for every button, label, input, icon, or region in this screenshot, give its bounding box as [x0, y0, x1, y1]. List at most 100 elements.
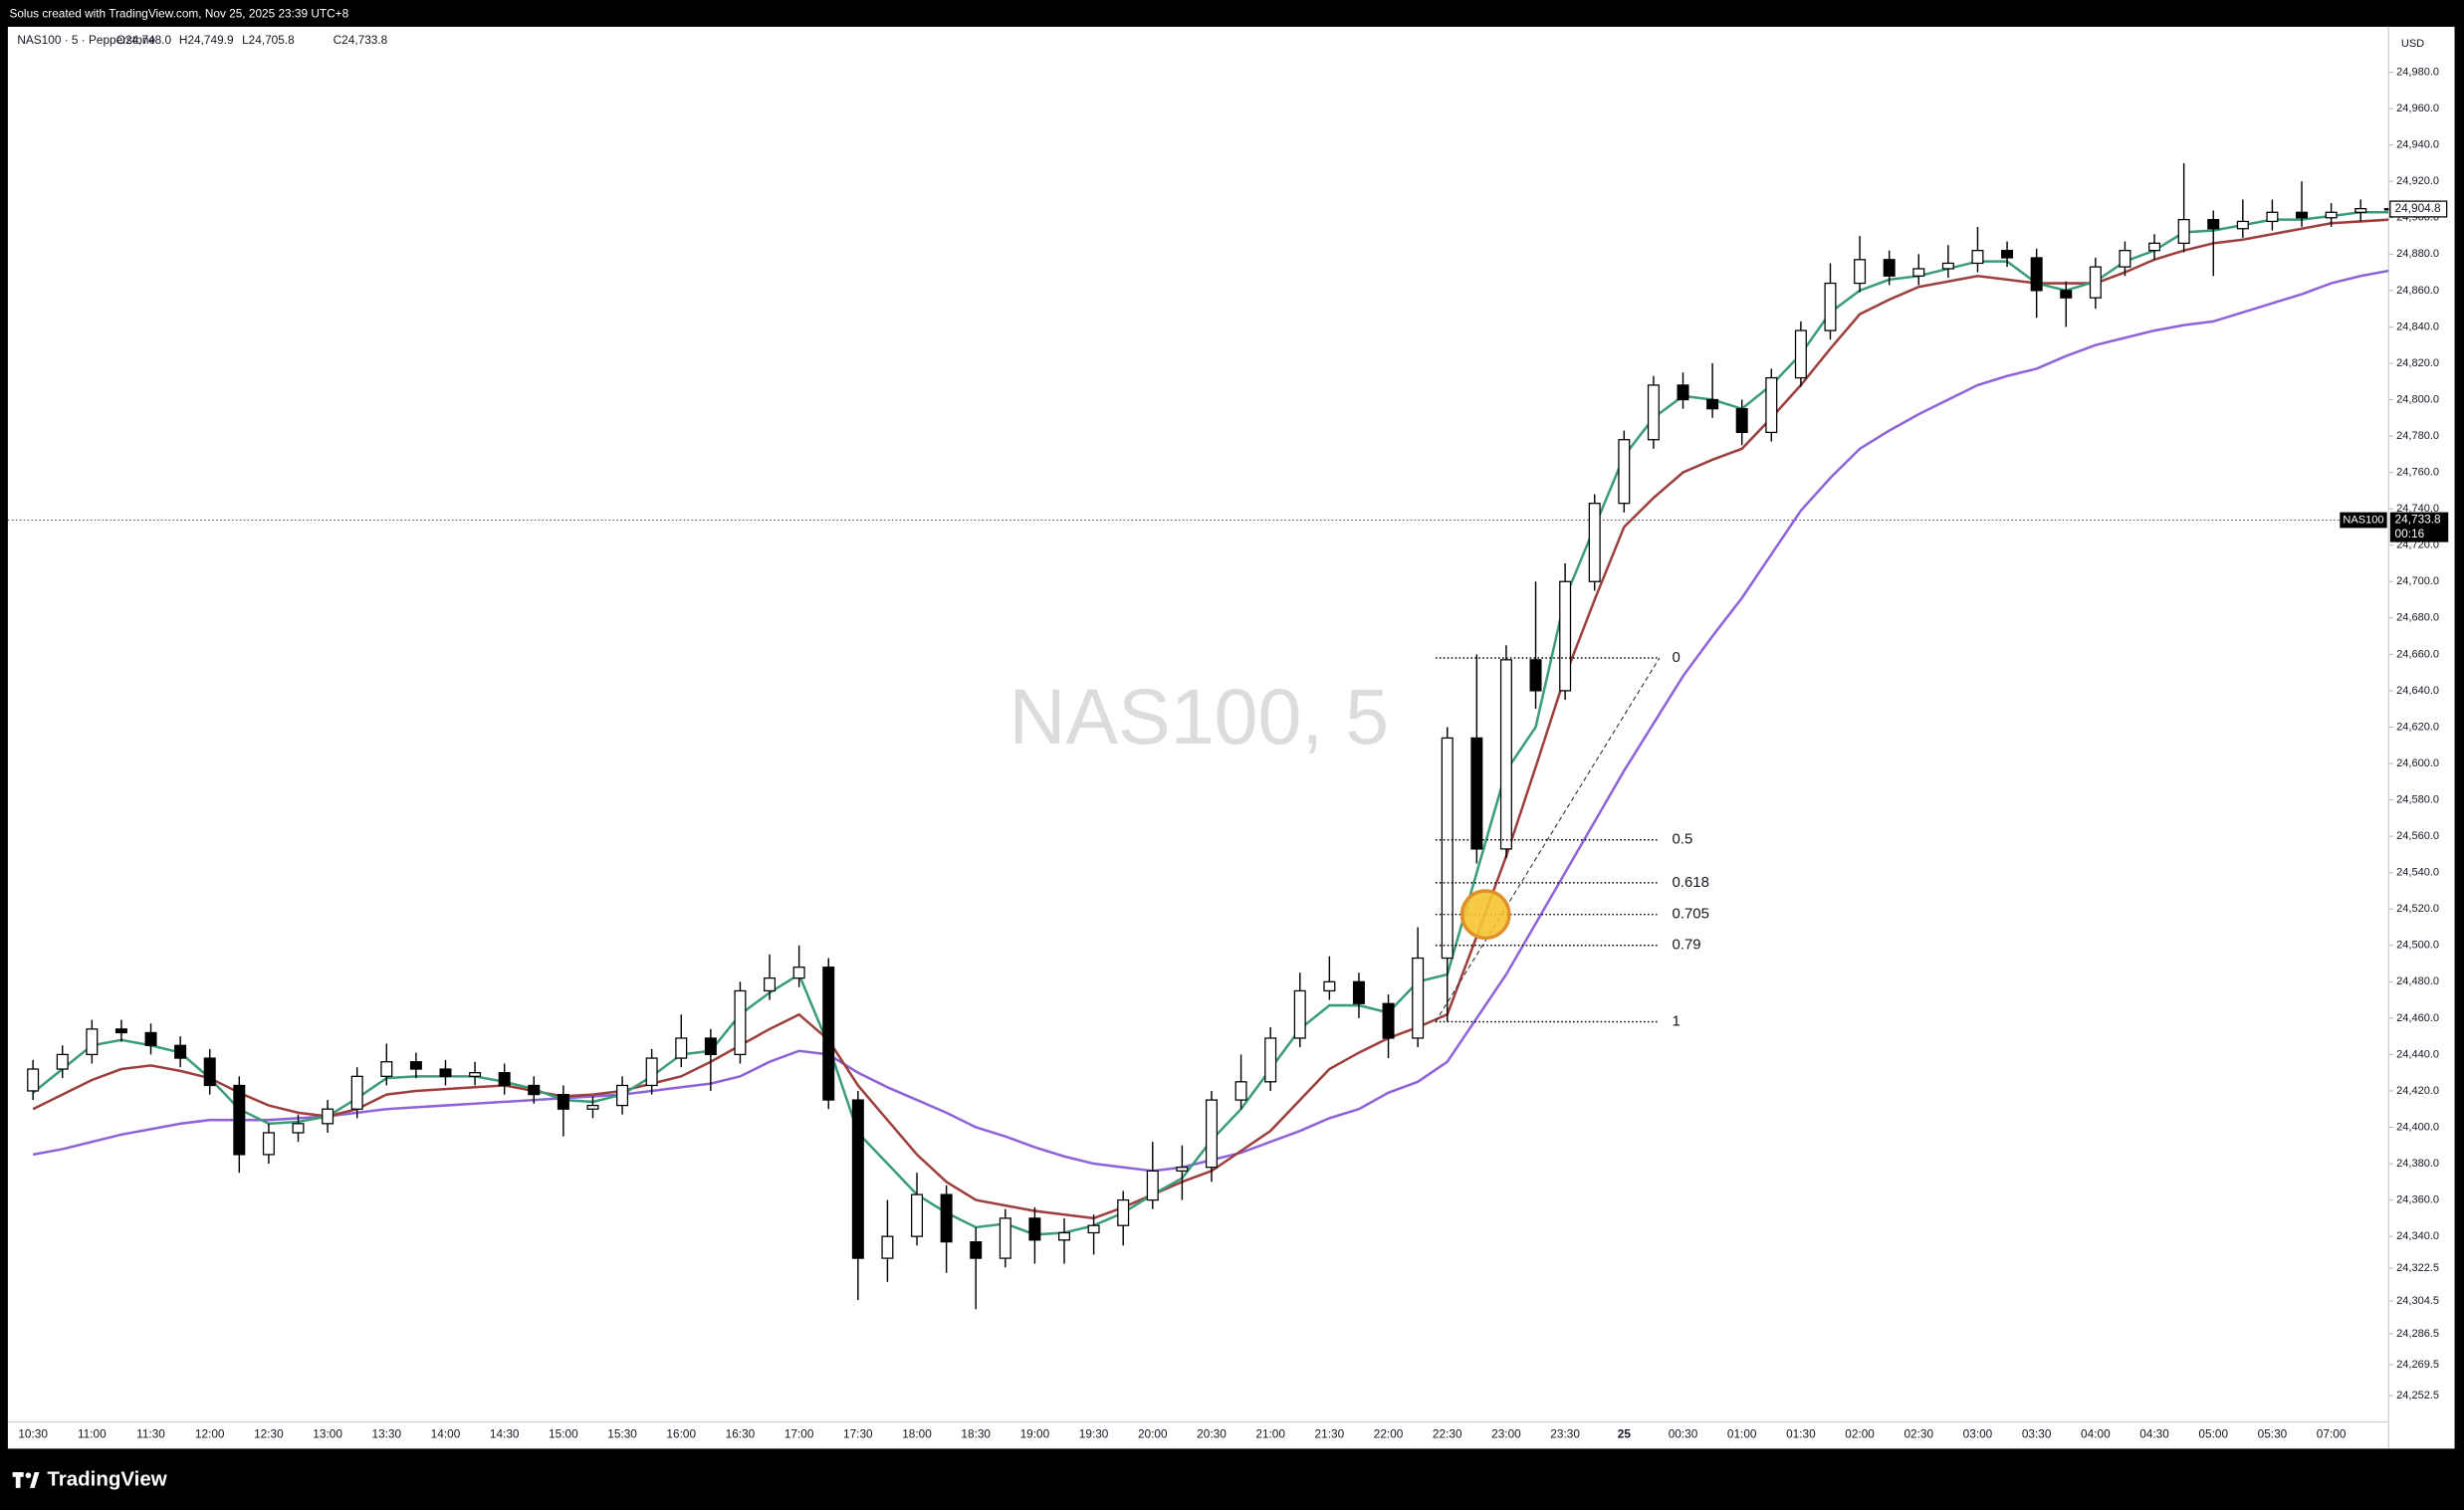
x-tick-label: 17:00 — [784, 1426, 814, 1440]
candle-body — [822, 967, 835, 1101]
y-tick-label: 24,780.0 — [2396, 430, 2439, 442]
candle-body — [1146, 1170, 1159, 1201]
x-tick-label: 03:30 — [2022, 1426, 2052, 1440]
candle-body — [380, 1061, 393, 1077]
candle-body — [2119, 250, 2131, 268]
y-tick-label: 24,269.5 — [2396, 1359, 2439, 1371]
y-tick-label: 24,740.0 — [2396, 503, 2439, 515]
x-tick-label: 18:00 — [902, 1426, 932, 1440]
y-tick-label: 24,820.0 — [2396, 357, 2439, 369]
candle-body — [734, 989, 747, 1056]
y-tick-label: 24,600.0 — [2396, 757, 2439, 769]
x-tick-label: 21:30 — [1315, 1426, 1345, 1440]
candle-body — [262, 1132, 275, 1156]
candle-body — [645, 1057, 658, 1087]
x-tick-label: 01:30 — [1786, 1426, 1816, 1440]
fib-level-label: 0 — [1672, 649, 1680, 666]
x-tick-label: 04:30 — [2139, 1426, 2169, 1440]
y-tick-label: 24,480.0 — [2396, 975, 2439, 987]
candle-body — [1293, 989, 1306, 1039]
y-tick-label: 24,940.0 — [2396, 139, 2439, 151]
candle-body — [1087, 1224, 1100, 1234]
candle-body — [528, 1084, 541, 1096]
y-tick-label: 24,900.0 — [2396, 212, 2439, 224]
x-tick-label: 14:00 — [431, 1426, 461, 1440]
candle-body — [1441, 737, 1454, 960]
candle-body — [350, 1075, 363, 1110]
ohlc-close: C24,733.8 — [334, 33, 388, 47]
x-tick-label: 12:30 — [254, 1426, 284, 1440]
x-tick-label: 02:30 — [1904, 1426, 1933, 1440]
y-tick-label: 24,580.0 — [2396, 793, 2439, 805]
y-tick-label: 24,620.0 — [2396, 721, 2439, 733]
candle-body — [292, 1123, 305, 1134]
price-tag-value: 24,733.8 — [2395, 513, 2441, 527]
y-tick-label: 24,800.0 — [2396, 393, 2439, 405]
x-tick-label: 03:00 — [1963, 1426, 1993, 1440]
x-tick-label: 14:30 — [490, 1426, 520, 1440]
candle-body — [1382, 1002, 1395, 1039]
candle-body — [2060, 290, 2073, 299]
chart-panel — [7, 26, 2455, 1449]
candle-body — [851, 1099, 864, 1259]
ohlc-low: L24,705.8 — [242, 33, 295, 47]
candle-body — [1883, 259, 1896, 277]
y-tick-label: 24,400.0 — [2396, 1121, 2439, 1133]
x-tick-label: 21:00 — [1255, 1426, 1285, 1440]
y-tick-label: 24,380.0 — [2396, 1158, 2439, 1170]
x-tick-label: 15:30 — [607, 1426, 637, 1440]
candle-body — [911, 1193, 924, 1237]
y-tick-label: 24,880.0 — [2396, 248, 2439, 260]
y-tick-label: 24,340.0 — [2396, 1230, 2439, 1242]
x-tick-label: 12:00 — [195, 1426, 225, 1440]
candle-body — [86, 1028, 99, 1056]
fib-level-label: 0.79 — [1672, 937, 1700, 954]
y-tick-label: 24,840.0 — [2396, 321, 2439, 332]
candle-body — [675, 1037, 688, 1059]
fib-level-label: 0.705 — [1672, 906, 1709, 923]
candle-body — [1824, 282, 1837, 331]
x-tick-label: 16:30 — [726, 1426, 756, 1440]
candle-body — [2030, 257, 2043, 292]
candle-body — [1559, 580, 1572, 692]
candle-body — [1677, 384, 1689, 401]
y-tick-label: 24,420.0 — [2396, 1085, 2439, 1097]
candle-body — [2207, 218, 2220, 230]
x-tick-label: 01:00 — [1727, 1426, 1757, 1440]
candle-body — [2383, 208, 2389, 211]
y-tick-label: 24,700.0 — [2396, 575, 2439, 587]
candle-body — [1176, 1167, 1189, 1172]
candle-body — [1234, 1081, 1247, 1101]
candle-body — [203, 1057, 216, 1087]
candle-body — [114, 1028, 127, 1034]
footer-brand: TradingView — [47, 1467, 166, 1490]
currency: USD — [2401, 38, 2424, 50]
candle-body — [1412, 957, 1425, 1039]
candle-body — [1264, 1037, 1277, 1083]
x-tick-label: 20:30 — [1197, 1426, 1227, 1440]
ohlc-open: O24,748.0 — [116, 33, 172, 47]
x-tick-label: 19:30 — [1079, 1426, 1109, 1440]
y-tick-label: 24,980.0 — [2396, 66, 2439, 78]
x-tick-label: 22:30 — [1433, 1426, 1462, 1440]
candle-body — [764, 977, 777, 992]
candle-body — [56, 1053, 69, 1070]
candle-body — [2177, 218, 2190, 244]
candle-body — [1470, 737, 1483, 850]
x-tick-label: 05:00 — [2198, 1426, 2228, 1440]
y-tick-label: 24,440.0 — [2396, 1048, 2439, 1060]
x-tick-label: 16:00 — [666, 1426, 696, 1440]
x-tick-label: 23:00 — [1491, 1426, 1521, 1440]
price-tag-symbol: NAS100 — [2343, 514, 2383, 526]
price-tag-bg — [2389, 512, 2449, 542]
watermark: NAS100, 5 — [1009, 673, 1390, 760]
y-tick-label: 24,460.0 — [2396, 1012, 2439, 1024]
x-tick-label: 00:30 — [1669, 1426, 1698, 1440]
candle-body — [616, 1084, 629, 1107]
candle-body — [1706, 398, 1719, 410]
candle-body — [1588, 503, 1601, 582]
price-tag-symbol-bg — [2340, 512, 2387, 529]
candle-body — [792, 967, 805, 979]
candle-body — [557, 1093, 569, 1110]
